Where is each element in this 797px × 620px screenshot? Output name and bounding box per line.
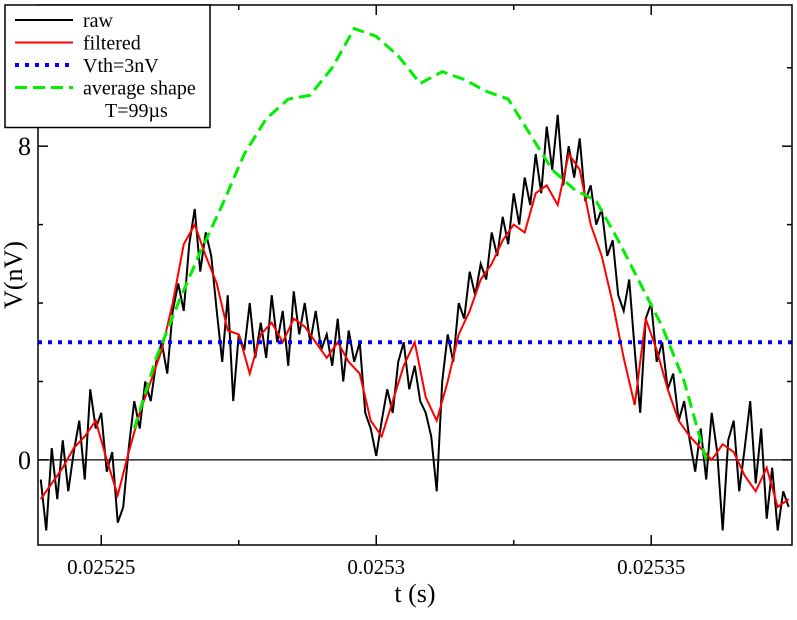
y-tick-label: 0 <box>18 446 31 475</box>
legend-label: filtered <box>83 33 141 55</box>
tick-layer: 0.02525 0.0253 0.02535 0 8 <box>18 5 792 579</box>
legend-label: T=99µs <box>105 100 168 122</box>
legend-box <box>4 4 211 129</box>
x-axis-label: t (s) <box>394 579 435 608</box>
series-line <box>39 114 790 531</box>
x-tick-label: 0.02525 <box>67 555 135 579</box>
series-line <box>132 26 708 461</box>
x-tick-label: 0.0253 <box>347 555 405 579</box>
legend-label: raw <box>83 10 114 32</box>
data-layer <box>38 26 792 531</box>
y-axis-label: V(nV) <box>0 241 28 309</box>
legend-label: average shape <box>83 78 196 100</box>
y-tick-label: 8 <box>18 132 31 161</box>
x-tick-label: 0.02535 <box>617 555 685 579</box>
plot-frame <box>37 4 793 546</box>
legend-label: Vth=3nV <box>83 55 159 77</box>
series-line <box>39 151 790 509</box>
